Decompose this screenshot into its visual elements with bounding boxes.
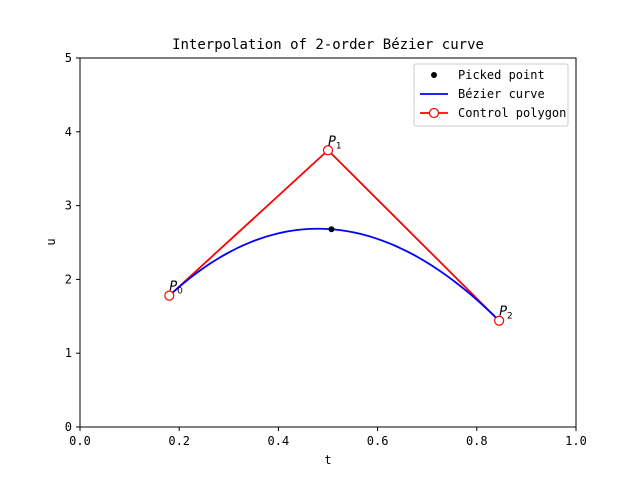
picked-point-marker [328, 226, 335, 233]
legend-control-polygon-marker [428, 107, 440, 119]
x-tick-label-4: 0.8 [466, 434, 488, 448]
legend-box [413, 63, 569, 127]
y-axis-label: u [44, 238, 58, 245]
y-tick-label-0: 0 [65, 420, 72, 434]
axes-frame [79, 57, 577, 428]
legend-label-bezier-curve: Bézier curve [458, 87, 545, 101]
legend-picked-point-marker [431, 72, 437, 78]
x-tick-label-2: 0.4 [268, 434, 290, 448]
legend-label-control-polygon: Control polygon [458, 106, 566, 120]
control-point-2-marker [494, 315, 505, 326]
chart-title: Interpolation of 2-order Bézier curve [172, 37, 484, 53]
control-point-1-subscript: 1 [336, 141, 342, 151]
x-tick-label-1: 0.2 [168, 434, 190, 448]
legend: Picked point Bézier curve Control polygo… [413, 63, 569, 127]
control-point-2-subscript: 2 [507, 312, 513, 322]
y-tick-label-3: 3 [65, 199, 72, 213]
x-tick-label-5: 1.0 [565, 434, 587, 448]
control-point-0-subscript: 0 [177, 287, 183, 297]
x-tick-label-0: 0.0 [69, 434, 91, 448]
y-tick-label-1: 1 [65, 346, 72, 360]
y-tick-label-2: 2 [65, 272, 72, 286]
x-axis-ticks: 0.0 0.2 0.4 0.6 0.8 1.0 [69, 427, 587, 448]
legend-label-picked-point: Picked point [458, 68, 545, 82]
y-tick-label-5: 5 [65, 51, 72, 65]
y-tick-label-4: 4 [65, 125, 72, 139]
control-point-1-marker [322, 145, 334, 156]
control-point-0-marker [164, 290, 175, 301]
x-tick-label-3: 0.6 [367, 434, 389, 448]
y-axis-ticks: 0 1 2 3 4 5 [65, 51, 80, 434]
x-axis-label: t [324, 453, 331, 467]
